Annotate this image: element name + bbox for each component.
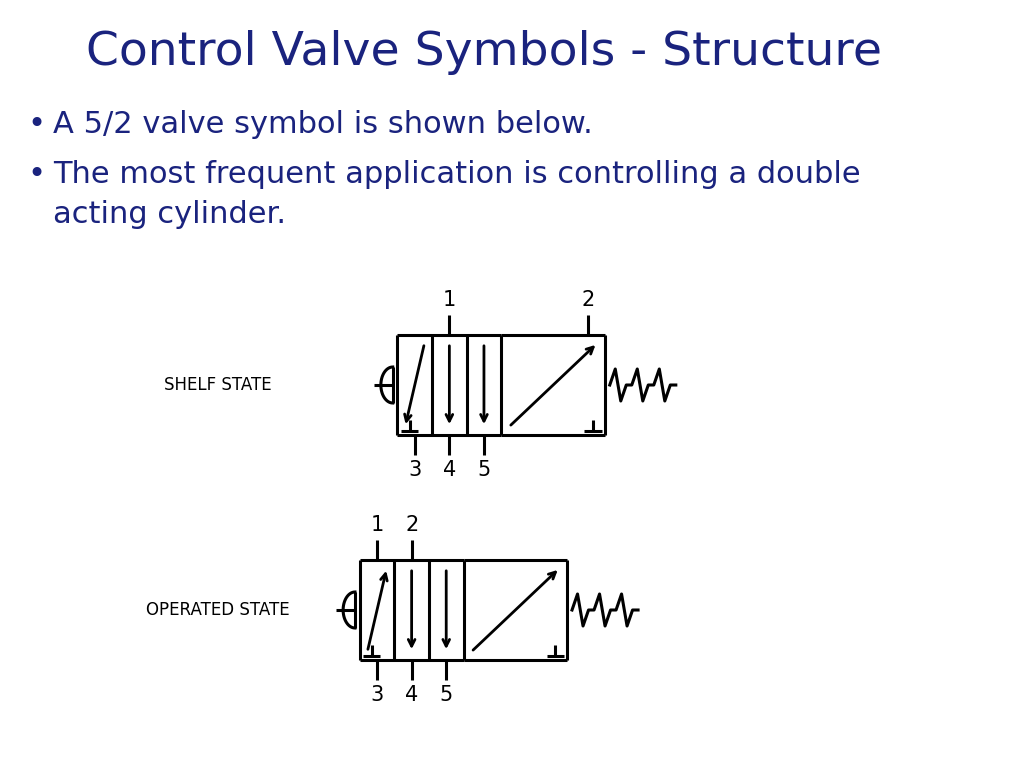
Text: 2: 2 xyxy=(582,290,594,310)
Text: SHELF STATE: SHELF STATE xyxy=(165,376,272,394)
Text: The most frequent application is controlling a double: The most frequent application is control… xyxy=(53,160,861,189)
Text: 4: 4 xyxy=(442,460,456,480)
Text: 3: 3 xyxy=(409,460,422,480)
Text: 1: 1 xyxy=(371,515,384,535)
Text: •: • xyxy=(28,110,46,139)
Text: 4: 4 xyxy=(406,685,418,705)
Text: •: • xyxy=(28,160,46,189)
Text: OPERATED STATE: OPERATED STATE xyxy=(146,601,290,619)
Text: 5: 5 xyxy=(477,460,490,480)
Text: 3: 3 xyxy=(371,685,384,705)
Text: acting cylinder.: acting cylinder. xyxy=(53,200,286,229)
Text: 2: 2 xyxy=(406,515,418,535)
Text: Control Valve Symbols - Structure: Control Valve Symbols - Structure xyxy=(86,30,883,75)
Text: 5: 5 xyxy=(439,685,453,705)
Text: A 5/2 valve symbol is shown below.: A 5/2 valve symbol is shown below. xyxy=(53,110,593,139)
Text: 1: 1 xyxy=(442,290,456,310)
